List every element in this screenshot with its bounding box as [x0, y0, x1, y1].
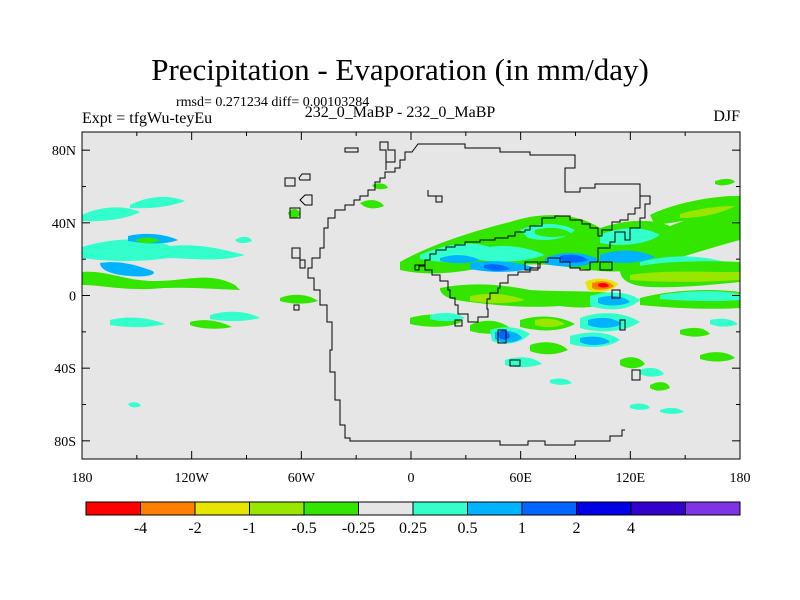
y-tick-label: 80N	[52, 144, 76, 159]
comparison-label: 232_0_MaBP - 232_0_MaBP	[304, 104, 496, 121]
colorbar-label: 2	[573, 520, 581, 537]
x-tick-label: 0	[408, 471, 415, 486]
colorbar-label: -1	[243, 520, 256, 537]
y-tick-label: 40N	[52, 217, 76, 232]
colorbar-label: 1	[518, 520, 526, 537]
colorbar-swatch	[249, 501, 305, 516]
colorbar-label: 4	[627, 520, 635, 537]
x-tick-label: 180	[72, 471, 93, 486]
colorbar-swatch	[685, 501, 741, 516]
rmsd-diff-stats: rmsd= 0.271234 diff= 0.00103284	[176, 95, 370, 110]
x-tick-label: 60W	[288, 471, 316, 486]
colorbar-swatch	[467, 501, 523, 516]
coastline	[284, 141, 651, 446]
axis-ticks	[81, 132, 741, 459]
x-tick-label: 60E	[509, 471, 532, 486]
axis-labels: 180 120W 60W 0 60E 120E 180 80N 40N 0 40S 80S	[52, 144, 751, 486]
colorbar-label: 0.5	[458, 520, 478, 537]
x-tick-label: 180	[730, 471, 751, 486]
colorbar: -4 -2 -1 -0.5 -0.25 0.25 0.5 1 2 4	[85, 501, 741, 537]
x-tick-label: 120E	[616, 471, 646, 486]
field-layer	[82, 178, 740, 414]
experiment-label: Expt = tfgWu-teyEu	[82, 110, 213, 127]
colorbar-swatch	[576, 501, 632, 516]
colorbar-label: -2	[188, 520, 201, 537]
colorbar-swatch	[412, 501, 468, 516]
colorbar-label: 0.25	[399, 520, 427, 537]
colorbar-swatch	[521, 501, 577, 516]
chart-title: Precipitation - Evaporation (in mm/day)	[151, 52, 649, 87]
colorbar-swatch	[630, 501, 686, 516]
colorbar-label: -4	[134, 520, 147, 537]
colorbar-swatch	[358, 501, 414, 516]
season-label: DJF	[713, 108, 740, 125]
colorbar-label: -0.25	[342, 520, 375, 537]
x-tick-label: 120W	[175, 471, 210, 486]
y-tick-label: 40S	[54, 362, 76, 377]
colorbar-swatch	[140, 501, 196, 516]
colorbar-swatch	[303, 501, 359, 516]
colorbar-label: -0.5	[291, 520, 316, 537]
colorbar-swatch	[85, 501, 141, 516]
colorbar-swatch	[194, 501, 250, 516]
plot-background	[82, 132, 740, 459]
y-tick-label: 0	[69, 290, 76, 305]
y-tick-label: 80S	[54, 435, 76, 450]
